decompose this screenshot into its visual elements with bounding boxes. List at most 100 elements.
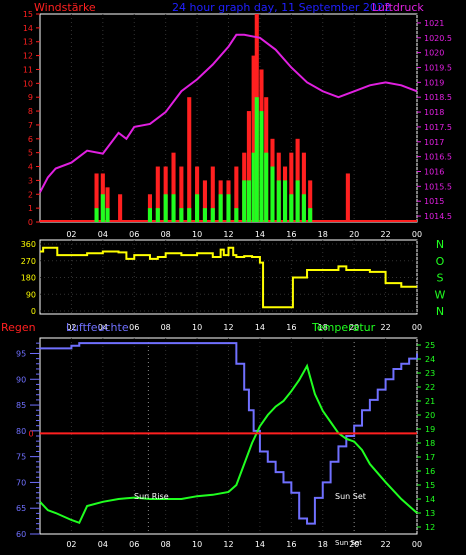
pressure-tick-label: 1021: [424, 19, 444, 28]
wind-gust-bar: [308, 180, 313, 222]
pressure-tick-label: 1016: [424, 167, 444, 176]
wind-gust-bar: [246, 111, 251, 222]
wind-gust-bar: [118, 194, 123, 222]
temp-tick-label: 24: [425, 355, 435, 364]
direction-tick-label: 360: [21, 240, 36, 249]
x-tick-label: 16: [286, 230, 296, 239]
wind-tick-label: 14: [23, 24, 33, 33]
x-tick-label: 12: [223, 323, 233, 332]
x-tick-label: 18: [318, 540, 328, 549]
x-tick-label: 02: [66, 323, 76, 332]
wind-avg-bar: [147, 208, 153, 222]
pressure-line: [39, 33, 418, 193]
wind-tick-label: 8: [28, 107, 33, 116]
pressure-tick-label: 1017.5: [424, 123, 452, 132]
wind-tick-label: 6: [28, 135, 33, 144]
compass-label: O: [436, 255, 445, 268]
wind-avg-bar: [301, 194, 306, 222]
compass-label: N: [436, 305, 444, 318]
direction-tick-label: 90: [26, 290, 36, 299]
wind-avg-bar: [226, 194, 231, 222]
wind-tick-label: 10: [23, 79, 33, 88]
wind-tick-label: 13: [23, 38, 33, 47]
pressure-tick-label: 1018: [424, 108, 444, 117]
humidity-tick-label: 65: [16, 504, 26, 513]
x-tick-label: 00: [412, 230, 422, 239]
humidity-tick-label: 60: [16, 530, 26, 539]
x-tick-label: 14: [255, 540, 265, 549]
wind-tick-label: 9: [28, 93, 33, 102]
wind-avg-bar: [187, 208, 192, 222]
temp-tick-label: 22: [425, 383, 435, 392]
humidity-temp-grid: 02 04 06 08 10 12 14 16 18 20 22 00: [66, 338, 422, 549]
wind-gust-bar: [94, 173, 99, 222]
wind-avg-bar: [246, 180, 251, 222]
wind-avg-bar: [94, 208, 99, 222]
x-tick-label: 16: [286, 323, 296, 332]
wind-avg-bar: [295, 180, 300, 222]
wind-gust-bar: [289, 152, 294, 222]
x-tick-label: 00: [412, 540, 422, 549]
pressure-axis-title: Luftdruck: [372, 1, 424, 14]
pressure-tick-label: 1017: [424, 138, 444, 147]
x-tick-label: 20: [349, 540, 359, 549]
x-tick-label: 04: [98, 323, 108, 332]
wind-avg-bar: [155, 208, 160, 222]
x-tick-label: 06: [129, 323, 139, 332]
sunrise-label: Sun Rise: [134, 492, 169, 501]
temp-tick-label: 14: [425, 495, 435, 504]
x-tick-label: 08: [161, 230, 171, 239]
date-title: 24 hour graph day, 11 September 2022: [172, 1, 391, 14]
sunset-label: Sun Set: [335, 492, 366, 501]
wind-tick-label: 5: [28, 149, 33, 158]
x-tick-label: 14: [255, 323, 265, 332]
pressure-tick-label: 1020.5: [424, 34, 452, 43]
wind-avg-bar: [105, 208, 110, 222]
wind-pressure-ticks: 01234567891011121314151014.510151015.510…: [23, 10, 452, 227]
pressure-tick-label: 1015: [424, 197, 444, 206]
direction-tick-label: 270: [21, 257, 36, 266]
wind-gust-bar: [202, 180, 207, 222]
pressure-tick-label: 1018.5: [424, 93, 452, 102]
humidity-temp-panel: [39, 337, 418, 535]
x-tick-label: 08: [161, 540, 171, 549]
wind-avg-bar: [289, 194, 294, 222]
humidity-temp-line-group: [39, 342, 418, 525]
x-tick-label: 06: [129, 230, 139, 239]
x-tick-label: 12: [223, 540, 233, 549]
x-tick-label: 22: [380, 323, 390, 332]
wind-gust-bar: [171, 152, 176, 222]
x-tick-label: 10: [192, 230, 202, 239]
wind-tick-label: 4: [28, 163, 33, 172]
rain-tick-label: 0: [28, 429, 33, 438]
wind-gust-bar: [155, 166, 160, 222]
x-tick-label: 18: [318, 323, 328, 332]
x-tick-label: 00: [412, 323, 422, 332]
x-tick-label: 08: [161, 323, 171, 332]
wind-gust-bar: [105, 187, 110, 222]
wind-avg-bar: [283, 180, 288, 222]
humidity-tick-label: 95: [16, 349, 26, 358]
temp-tick-label: 23: [425, 369, 435, 378]
wind-avg-bar: [202, 208, 207, 222]
temp-tick-label: 13: [425, 509, 435, 518]
humidity-tick-label: 80: [16, 427, 26, 436]
x-tick-label: 04: [98, 540, 108, 549]
wind-avg-bar: [218, 194, 223, 222]
wind-avg-bar: [251, 152, 256, 222]
temp-tick-label: 18: [425, 439, 435, 448]
direction-line-group: [40, 246, 417, 309]
wind-gust-bar: [301, 152, 306, 222]
wind-tick-label: 1: [28, 204, 33, 213]
wind-avg-bar: [234, 208, 239, 222]
pressure-line-group: [39, 33, 418, 193]
wind-gust-bar: [179, 166, 184, 222]
temp-tick-label: 16: [425, 467, 435, 476]
x-tick-label: 20: [349, 323, 359, 332]
x-tick-label: 12: [223, 230, 233, 239]
direction-tick-label: 180: [21, 274, 36, 283]
wind-gust-bar: [251, 55, 256, 222]
x-tick-label: 06: [129, 540, 139, 549]
wind-avg-bar: [264, 152, 269, 222]
